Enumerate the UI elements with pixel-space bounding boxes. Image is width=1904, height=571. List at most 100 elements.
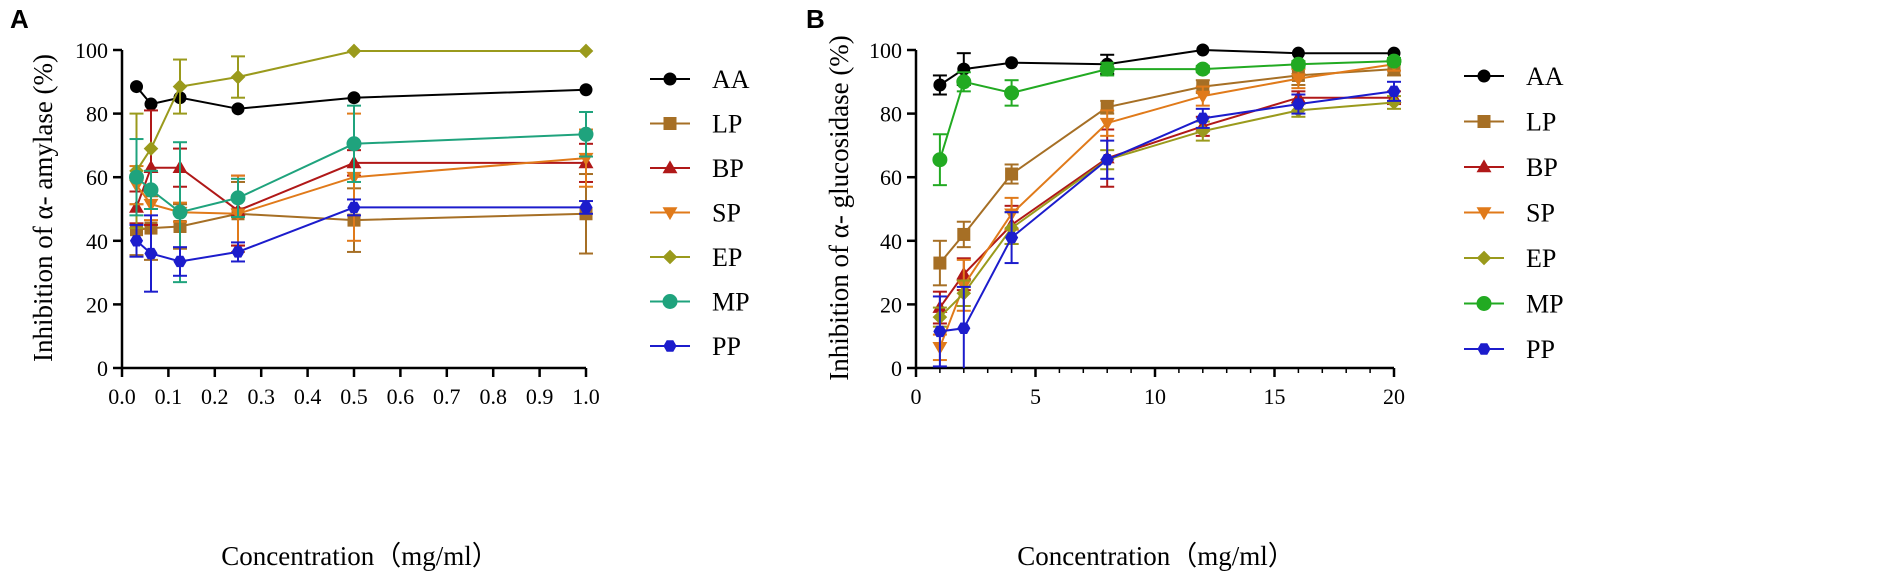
series-line-bp — [135, 161, 586, 212]
legend-item-aa: AA — [650, 65, 750, 94]
y-tick-label: 0 — [97, 356, 108, 381]
x-tick-label: 0.6 — [387, 384, 415, 409]
panel-a-legend: AA LP BP SP EP MP PP — [650, 65, 750, 361]
data-point — [1099, 61, 1115, 77]
legend-label: PP — [712, 332, 741, 361]
legend-marker — [663, 117, 677, 130]
legend-label: SP — [712, 199, 741, 228]
legend-label: EP — [1526, 244, 1556, 273]
x-tick-label: 0.1 — [155, 384, 183, 409]
data-point — [1290, 73, 1306, 87]
panel-b-legend: AA LP BP SP EP MP PP — [1464, 62, 1564, 364]
series-bp — [932, 90, 1402, 325]
legend-item-pp: PP — [1464, 335, 1555, 364]
legend-item-mp: MP — [650, 288, 750, 317]
legend-item-sp: SP — [650, 199, 741, 228]
legend-label: BP — [712, 154, 744, 183]
x-tick-label: 0.3 — [247, 384, 275, 409]
data-point — [579, 83, 593, 97]
data-point — [933, 256, 947, 270]
data-point — [933, 78, 947, 92]
legend-item-lp: LP — [1464, 108, 1556, 137]
data-point — [173, 255, 187, 268]
series-bp — [129, 109, 594, 247]
data-point — [1387, 85, 1401, 98]
data-point — [1195, 61, 1211, 77]
data-point — [1386, 53, 1402, 69]
legend-marker — [1477, 343, 1491, 355]
legend-label: EP — [712, 243, 742, 272]
y-tick-label: 20 — [86, 292, 108, 317]
series-pp — [129, 198, 593, 293]
x-tick-label: 0.9 — [526, 384, 554, 409]
legend-item-bp: BP — [1464, 153, 1558, 182]
legend-marker — [662, 160, 678, 174]
x-tick-label: 15 — [1264, 384, 1286, 409]
panel-a-axes: 0 20 40 60 80 100 0.0 0.1 0.2 0.3 0.4 0.5 0.6 0.7 0.8 0… — [75, 38, 600, 409]
data-point — [231, 246, 245, 258]
series-pp — [932, 80, 1401, 368]
y-tick-label: 20 — [880, 292, 902, 317]
panel-a-y-axis-label: Inhibition of α- amylase (%) — [28, 54, 58, 362]
y-tick-label: 100 — [869, 38, 902, 63]
data-point — [1290, 56, 1306, 72]
legend-label: AA — [1526, 62, 1564, 91]
data-point — [1005, 167, 1019, 181]
series-aa — [130, 80, 593, 116]
legend-marker — [1477, 115, 1491, 128]
series-line-lp — [136, 212, 587, 231]
panel-a: A 0 20 40 60 80 100 0.0 0.1 0.2 0.3 0.4 0.5 0.6 0.7 0.… — [10, 4, 750, 571]
data-point — [1005, 56, 1019, 70]
data-point — [579, 201, 593, 214]
data-point — [172, 79, 188, 94]
data-point — [1004, 85, 1020, 101]
data-point — [129, 169, 144, 185]
x-tick-label: 0.4 — [294, 384, 322, 409]
data-point — [231, 102, 245, 116]
y-tick-label: 40 — [86, 229, 108, 254]
legend-label: BP — [1526, 153, 1558, 182]
data-point — [1195, 90, 1211, 104]
legend-marker — [1476, 296, 1492, 311]
data-point — [956, 74, 972, 90]
series-ep — [129, 43, 594, 230]
x-tick-label: 0.7 — [433, 384, 461, 409]
data-point — [933, 325, 947, 338]
legend-marker — [662, 207, 678, 221]
legend-label: MP — [1526, 290, 1564, 319]
legend-item-ep: EP — [1464, 244, 1556, 273]
x-tick-label: 0.5 — [340, 384, 368, 409]
x-tick-label: 0 — [911, 384, 922, 409]
data-point — [144, 247, 158, 260]
y-tick-label: 0 — [891, 356, 902, 381]
data-point — [1099, 117, 1115, 131]
legend-item-mp: MP — [1464, 290, 1564, 319]
data-point — [144, 97, 158, 111]
legend-item-pp: PP — [650, 332, 741, 361]
data-point — [143, 141, 159, 156]
series-lp — [129, 173, 593, 261]
x-tick-label: 0.2 — [201, 384, 229, 409]
data-point — [130, 80, 143, 94]
series-line-ep — [135, 50, 586, 172]
series-line-aa — [135, 85, 587, 110]
panel-b-letter: B — [806, 4, 825, 34]
panel-a-series — [129, 43, 594, 293]
legend-item-lp: LP — [650, 110, 742, 139]
x-tick-label: 5 — [1030, 384, 1041, 409]
data-point — [347, 91, 361, 105]
y-tick-label: 60 — [880, 165, 902, 190]
data-point — [143, 182, 159, 198]
series-sp — [932, 56, 1402, 362]
y-tick-label: 80 — [880, 102, 902, 127]
x-tick-label: 0.0 — [108, 384, 136, 409]
legend-marker — [663, 340, 677, 352]
data-point — [1291, 98, 1305, 110]
data-point — [957, 227, 971, 241]
legend-item-bp: BP — [650, 154, 744, 183]
y-tick-label: 80 — [86, 102, 108, 127]
data-point — [172, 204, 188, 220]
legend-marker — [662, 294, 678, 309]
legend-label: SP — [1526, 199, 1555, 228]
panel-a-x-axis-label: Concentration（mg/ml） — [221, 541, 498, 571]
